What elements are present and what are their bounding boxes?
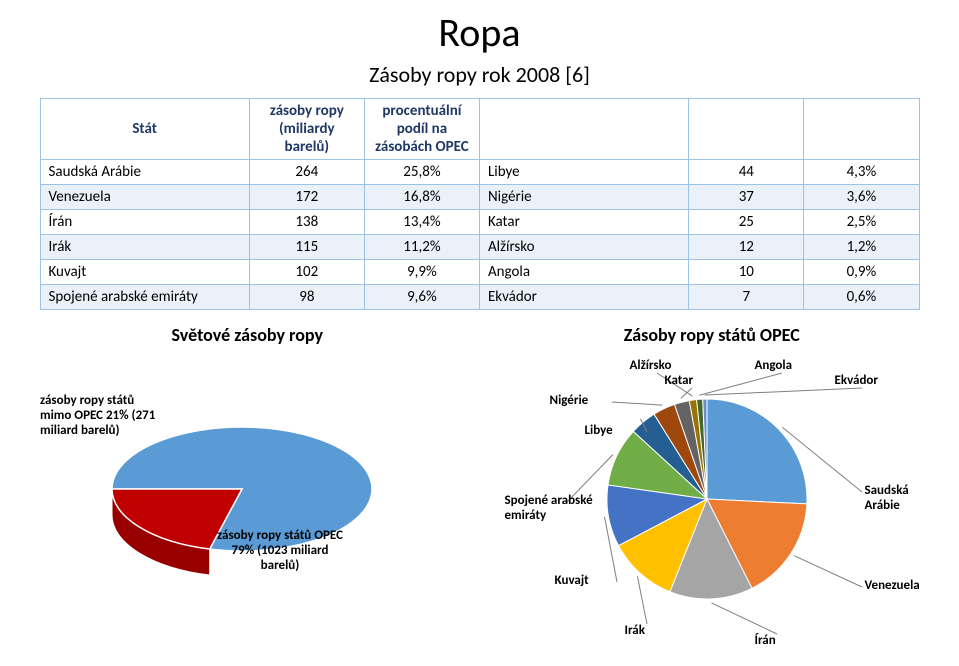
table-cell: 0,6% [804,285,919,310]
opec-pie-label: Libye [585,424,613,439]
opec-pie-slice [707,399,807,504]
opec-pie-label: Alžírsko [630,359,672,374]
table-cell: 10 [689,260,804,285]
table-cell: 44 [689,160,804,185]
table-cell: 172 [249,185,364,210]
table-cell: Írán [40,210,249,235]
page-subtitle: Zásoby ropy rok 2008 [6] [0,61,959,88]
opec-pie-label: Nigérie [550,394,589,409]
world-pie-label-nonopec: zásoby ropy států mimo OPEC 21% (271 mil… [40,394,160,439]
table-cell: 9,6% [364,285,479,310]
table-cell: Ekvádor [479,285,688,310]
table-cell: Nigérie [479,185,688,210]
opec-pie-label: Írán [755,634,776,649]
table-cell: 9,9% [364,260,479,285]
table-cell: 25,8% [364,160,479,185]
table-cell: 115 [249,235,364,260]
table-cell: 25 [689,210,804,235]
table-cell: Venezuela [40,185,249,210]
table-cell: 2,5% [804,210,919,235]
opec-pie-label: Katar [665,374,694,389]
table-cell: 3,6% [804,185,919,210]
table-cell: 138 [249,210,364,235]
opec-pie-label: Ekvádor [835,374,879,389]
table-cell: 12 [689,235,804,260]
table-cell: Katar [479,210,688,235]
table-cell: Libye [479,160,688,185]
th-reserves-l: zásoby ropy (miliardy barelů) [249,99,364,160]
opec-pie-label: Angola [755,359,793,374]
reserves-table: Stát zásoby ropy (miliardy barelů) proce… [40,98,920,310]
table-cell: 0,9% [804,260,919,285]
table-cell: Saudská Arábie [40,160,249,185]
table-cell: 4,3% [804,160,919,185]
opec-pie-label: Kuvajt [555,574,589,589]
table-cell: Irák [40,235,249,260]
opec-pie-title: Zásoby ropy států OPEC [495,324,930,346]
table-cell: 7 [689,285,804,310]
table-cell: Kuvajt [40,260,249,285]
opec-pie-label: Venezuela [865,579,920,594]
table-cell: Alžírsko [479,235,688,260]
table-cell: 13,4% [364,210,479,235]
table-cell: Angola [479,260,688,285]
world-pie-title: Světové zásoby ropy [30,324,465,346]
table-cell: 102 [249,260,364,285]
opec-pie-label: Irák [625,624,645,639]
table-cell: 16,8% [364,185,479,210]
world-pie-box: Světové zásoby ropy zásoby ropy států mi… [30,324,465,644]
table-cell: 98 [249,285,364,310]
opec-pie-box: Zásoby ropy států OPEC Saudská Arábie Ven… [495,324,930,644]
th-country-l: Stát [40,99,249,160]
th-pct-l: procentuální podíl na zásobách OPEC [364,99,479,160]
table-cell: 11,2% [364,235,479,260]
table-cell: 264 [249,160,364,185]
page-title: Ropa [0,8,959,57]
table-cell: 1,2% [804,235,919,260]
table-cell: 37 [689,185,804,210]
world-pie-label-opec: zásoby ropy států OPEC 79% (1023 miliard… [215,529,345,574]
table-cell: Spojené arabské emiráty [40,285,249,310]
opec-pie-label: Saudská Arábie [865,484,930,514]
opec-pie-label: Spojené arabské emiráty [505,494,595,524]
